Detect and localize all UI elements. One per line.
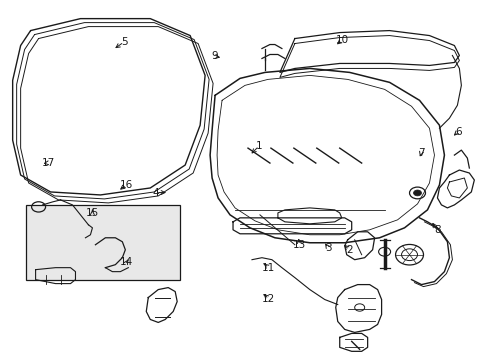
FancyBboxPatch shape — [25, 205, 180, 280]
Circle shape — [413, 190, 421, 196]
Text: 1: 1 — [255, 141, 262, 151]
Text: 10: 10 — [335, 35, 348, 45]
Text: 15: 15 — [85, 208, 99, 218]
Text: 13: 13 — [292, 240, 305, 250]
Text: 12: 12 — [262, 294, 275, 304]
Text: 4: 4 — [152, 188, 159, 198]
Text: 14: 14 — [120, 257, 133, 267]
Text: 5: 5 — [121, 37, 127, 47]
Text: 3: 3 — [325, 243, 331, 253]
Text: 16: 16 — [120, 180, 133, 190]
Text: 8: 8 — [433, 225, 440, 235]
Text: 11: 11 — [262, 263, 275, 273]
Text: 6: 6 — [454, 127, 461, 136]
Text: 17: 17 — [42, 158, 55, 168]
Text: 2: 2 — [346, 245, 352, 255]
Text: 9: 9 — [210, 51, 217, 61]
Text: 7: 7 — [417, 148, 424, 158]
